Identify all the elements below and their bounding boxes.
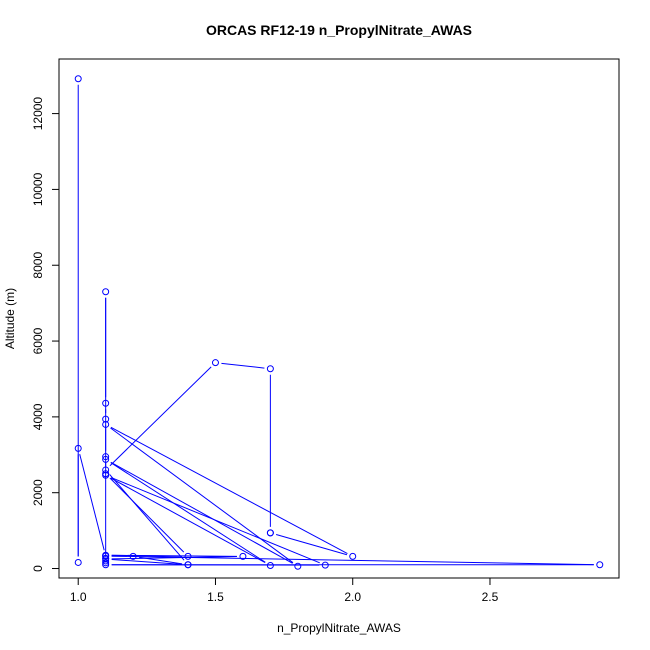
- data-point: [211, 359, 219, 367]
- series-segment: [110, 462, 266, 563]
- y-tick-label: 12000: [31, 97, 45, 131]
- data-point: [102, 399, 110, 407]
- data-point: [102, 455, 110, 463]
- series-layer: [74, 75, 604, 570]
- series-segment: [276, 534, 348, 556]
- series-segment: [138, 556, 183, 565]
- series-segment: [111, 554, 237, 557]
- plot-area-frame: [58, 58, 620, 579]
- y-tick-label: 6000: [31, 327, 45, 354]
- y-axis-label: Altitude (m): [3, 288, 17, 349]
- y-tick-label: 0: [31, 565, 45, 572]
- x-axis-label: n_PropylNitrate_AWAS: [277, 621, 401, 635]
- series-segment: [111, 477, 320, 564]
- series-segment: [110, 427, 294, 564]
- y-tick-label: 2000: [31, 479, 45, 506]
- y-tick-label: 10000: [31, 172, 45, 206]
- series-segment: [221, 362, 265, 369]
- x-tick-label: 2.0: [344, 590, 361, 604]
- data-point: [102, 415, 110, 423]
- data-point: [294, 562, 302, 570]
- series-segment: [111, 555, 594, 566]
- chart-title: ORCAS RF12-19 n_PropylNitrate_AWAS: [206, 22, 472, 38]
- y-tick-label: 4000: [31, 403, 45, 430]
- data-point: [321, 561, 329, 569]
- series-segment: [109, 477, 185, 553]
- x-tick-label: 1.0: [70, 590, 87, 604]
- data-point: [596, 561, 604, 569]
- data-point: [74, 558, 82, 566]
- x-tick-label: 2.5: [482, 590, 499, 604]
- data-point: [102, 471, 110, 479]
- data-point: [266, 365, 274, 373]
- x-tick-label: 1.5: [207, 590, 224, 604]
- data-point: [102, 466, 110, 474]
- data-point: [102, 559, 110, 567]
- data-point: [102, 420, 110, 428]
- series-segment: [111, 558, 183, 565]
- x-axis: 1.0 1.5 2.0 2.5: [70, 577, 499, 604]
- series-segment: [109, 474, 185, 561]
- series-segment: [110, 461, 293, 564]
- series-segment: [109, 366, 212, 467]
- data-point: [102, 453, 110, 461]
- y-axis: 0 2000 4000 6000 8000 10000 12000: [31, 97, 60, 572]
- data-point: [184, 552, 192, 560]
- data-point: [102, 561, 110, 569]
- y-tick-label: 8000: [31, 252, 45, 279]
- series-segment: [110, 477, 266, 564]
- data-point: [102, 552, 110, 560]
- data-point: [239, 552, 247, 560]
- data-point: [266, 561, 274, 569]
- data-point: [266, 529, 274, 537]
- series-segment: [79, 454, 105, 551]
- data-point: [74, 444, 82, 452]
- data-point: [102, 288, 110, 296]
- data-point: [184, 561, 192, 569]
- data-point: [349, 552, 357, 560]
- series-segment: [110, 426, 348, 555]
- data-point: [129, 552, 137, 560]
- data-point: [74, 75, 82, 83]
